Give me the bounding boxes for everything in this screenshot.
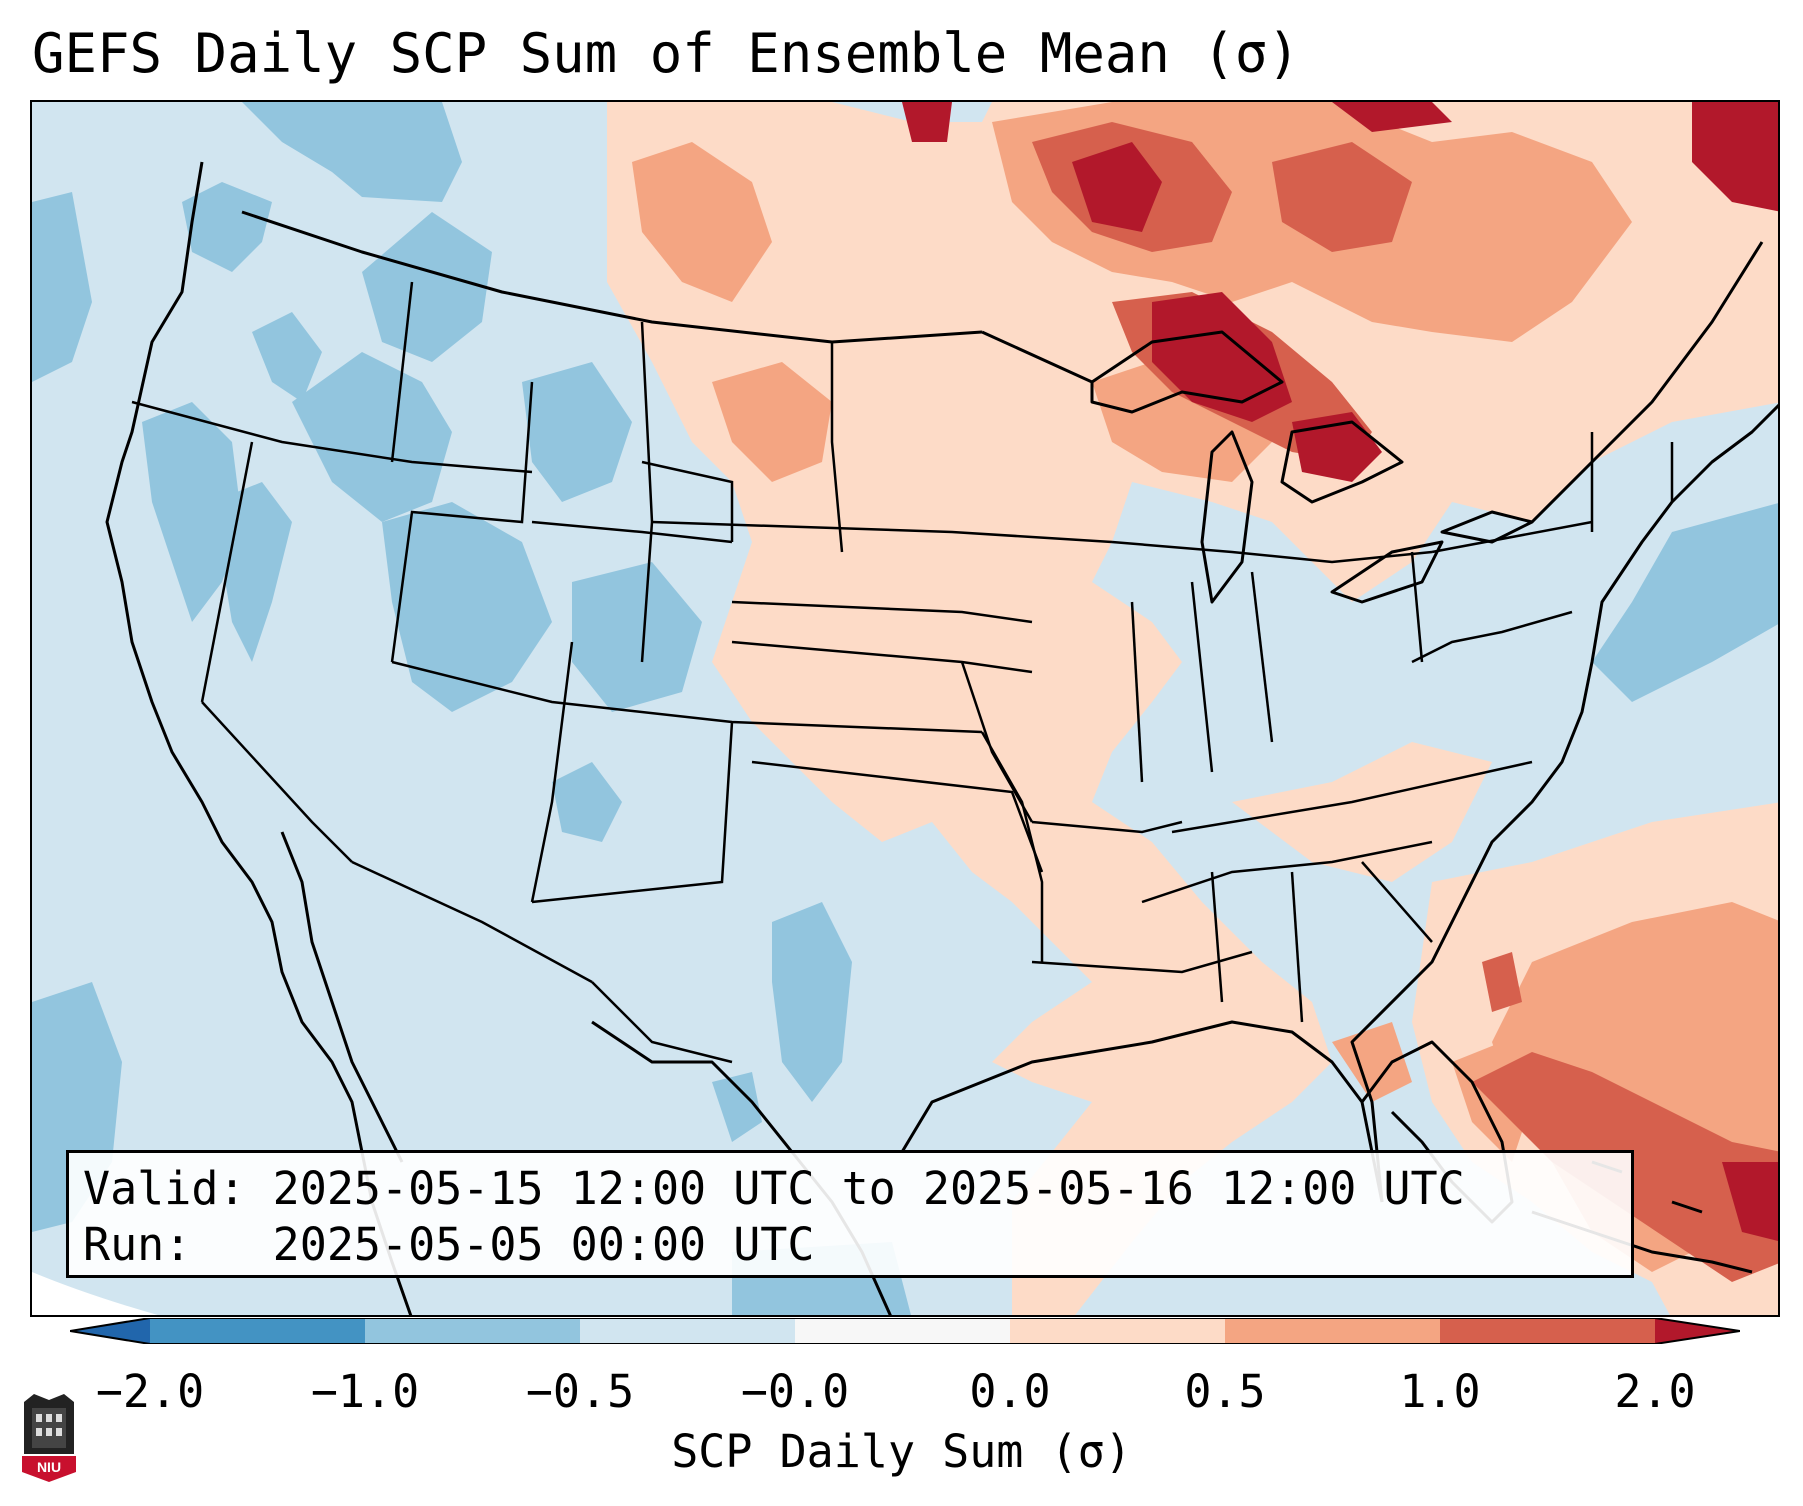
colorbar-tick-label: −1.0 xyxy=(310,1365,420,1418)
colorbar-segment-5 xyxy=(1010,1318,1225,1344)
map-panel xyxy=(30,100,1780,1317)
colorbar-segment-2 xyxy=(365,1318,580,1344)
colorbar-tick-label: 0.5 xyxy=(1184,1365,1266,1418)
state-borders xyxy=(131,281,1674,1064)
colorbar xyxy=(70,1318,1740,1344)
run-time-line: Run: 2025-05-05 00:00 UTC xyxy=(83,1218,815,1271)
colorbar-tick-label: −2.0 xyxy=(95,1365,205,1418)
colorbar-segment-6 xyxy=(1225,1318,1440,1344)
map-title: GEFS Daily SCP Sum of Ensemble Mean (σ) xyxy=(32,22,1300,85)
run-info-box: Valid: 2025-05-15 12:00 UTC to 2025-05-1… xyxy=(66,1150,1634,1278)
colorbar-segment-1 xyxy=(150,1318,365,1344)
colorbar-tick-label: 2.0 xyxy=(1614,1365,1696,1418)
colorbar-tick-label: −0.5 xyxy=(525,1365,635,1418)
colorbar-tick-label: 0.0 xyxy=(969,1365,1051,1418)
colorbar-segment-7 xyxy=(1440,1318,1655,1344)
colorbar-extend-low xyxy=(70,1318,150,1344)
colorbar-label: SCP Daily Sum (σ) xyxy=(671,1425,1132,1478)
niu-logo: NIU xyxy=(22,1394,76,1482)
colorbar-segment-3 xyxy=(580,1318,795,1344)
scp-anomaly-map xyxy=(32,102,1778,1315)
valid-time-line: Valid: 2025-05-15 12:00 UTC to 2025-05-1… xyxy=(83,1162,1465,1215)
dark-red-regions xyxy=(902,102,1778,1241)
colorbar-segment-4 xyxy=(795,1318,1010,1344)
colorbar-extend-high xyxy=(1655,1318,1740,1344)
projection-corner-left xyxy=(32,1272,158,1315)
colorbar-tick-label: −0.0 xyxy=(740,1365,850,1418)
colorbar-tick-label: 1.0 xyxy=(1399,1365,1481,1418)
niu-logo-text: NIU xyxy=(37,1459,61,1475)
